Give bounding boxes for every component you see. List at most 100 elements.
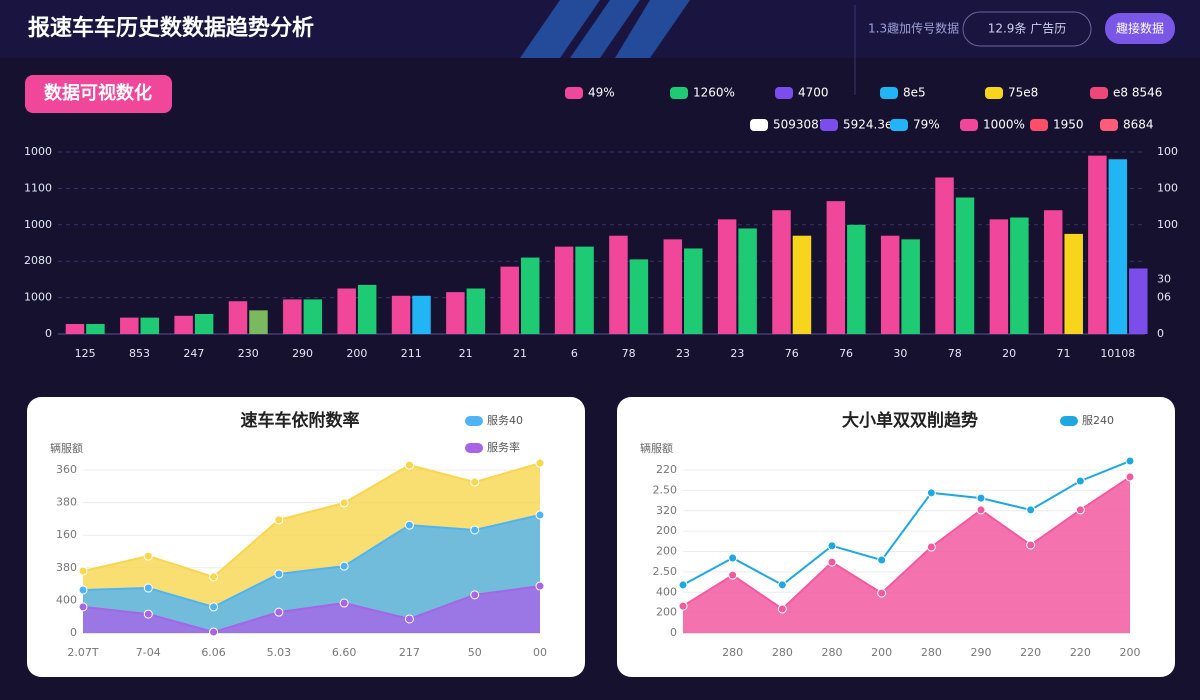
point [78,602,88,612]
x-tick-label: 10108 [1100,347,1135,360]
x-tick-label: 20 [1002,347,1016,360]
point [1125,472,1135,482]
x-tick-label: 21 [513,347,527,360]
x-tick-label: 71 [1056,347,1070,360]
point [78,566,88,576]
bar [174,315,193,334]
point [339,498,349,508]
y-tick-label: 220 [656,463,677,476]
bar [249,310,268,334]
point [678,601,688,611]
point [877,555,887,565]
line [82,514,541,608]
point [274,607,284,617]
point [339,561,349,571]
x-tick-label: 200 [1120,646,1141,659]
bar [684,248,703,334]
bar [412,295,431,334]
point [143,551,153,561]
x-tick-label: 280 [722,646,743,659]
y-tick-label: 1000 [24,218,52,231]
x-tick-label: 2.07T [67,646,98,659]
point [143,609,153,619]
x-tick-label: 290 [971,646,992,659]
bar [717,219,737,334]
y-tick-label: 160 [56,528,77,541]
action-button[interactable] [1105,13,1175,44]
x-tick-label: 50 [468,646,482,659]
x-tick-label: 30 [893,347,907,360]
y-axis-title: 辆服额 [640,441,673,455]
x-tick-label: 76 [839,347,853,360]
point [274,569,284,579]
page-title: 报速车车历史数数据趋势分析 [28,15,314,41]
legend-label: 服务40 [487,414,523,427]
y2-tick-label: 0 [1157,327,1164,340]
legend-swatch [1090,87,1108,99]
panel-title: 速车车依附数率 [241,410,360,431]
y2-tick-label: 100 [1157,145,1178,158]
legend-label: 4700 [798,86,829,100]
point [976,493,986,503]
point [827,557,837,567]
bar [955,197,975,334]
x-tick-label: 6 [571,347,578,360]
legend-label: 1000% [983,118,1025,132]
status-text: 1.3趣加传号数据 [868,21,959,36]
bar [880,235,900,334]
y-tick-label: 380 [56,496,77,509]
y-tick-label: 2.50 [653,483,678,496]
legend-swatch [890,119,908,131]
legend-swatch [465,443,483,453]
point [1075,505,1085,515]
bar [228,301,248,334]
bar [738,228,757,334]
point [404,460,414,470]
bar [283,299,302,334]
bar [194,313,214,334]
point [827,541,837,551]
y-tick-label: 1000 [24,291,52,304]
bar [86,323,105,334]
point [143,583,153,593]
legend-swatch [670,87,688,99]
x-tick-label: 220 [1020,646,1041,659]
tab-label[interactable]: 12.9条 广告历 [988,22,1067,36]
point [1026,505,1036,515]
point [470,525,480,535]
bar [65,323,85,334]
bar [1129,268,1148,334]
point [209,572,219,582]
area [683,476,1130,633]
point [404,520,414,530]
bar [337,288,356,334]
legend-swatch [960,119,978,131]
bar [629,259,649,334]
point [404,614,414,624]
bar [609,235,628,334]
point [209,627,219,637]
bar [1010,217,1029,334]
x-tick-label: 21 [459,347,473,360]
bar [792,235,812,334]
x-tick-label: 7-04 [136,646,161,659]
bar [303,299,323,334]
y-tick-label: 2.50 [653,565,678,578]
tab-pill[interactable] [962,11,1092,47]
bar [772,210,791,334]
line [82,585,541,634]
y-tick-label: 380 [56,561,77,574]
x-tick-label: 78 [948,347,962,360]
y-tick-label: 400 [56,593,77,606]
bar [500,266,519,334]
legend-label: 服务率 [487,440,520,454]
x-tick-label: 280 [772,646,793,659]
legend-label: 79% [913,118,940,132]
x-tick-label: 00 [533,646,547,659]
panel-title: 大小单双双削趋势 [842,410,978,431]
x-tick-label: 23 [676,347,690,360]
point [926,542,936,552]
action-button-label[interactable]: 趣接数据 [1116,21,1164,36]
point [535,581,545,591]
